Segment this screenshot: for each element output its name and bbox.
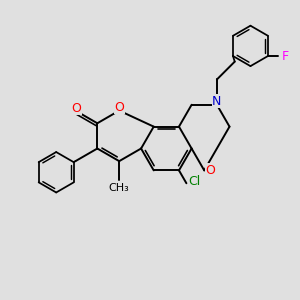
Text: O: O <box>71 102 81 115</box>
Text: N: N <box>212 95 222 108</box>
Text: F: F <box>281 50 289 62</box>
Text: CH₃: CH₃ <box>109 183 130 194</box>
Text: O: O <box>114 100 124 114</box>
Text: O: O <box>205 164 215 177</box>
Text: Cl: Cl <box>189 175 201 188</box>
